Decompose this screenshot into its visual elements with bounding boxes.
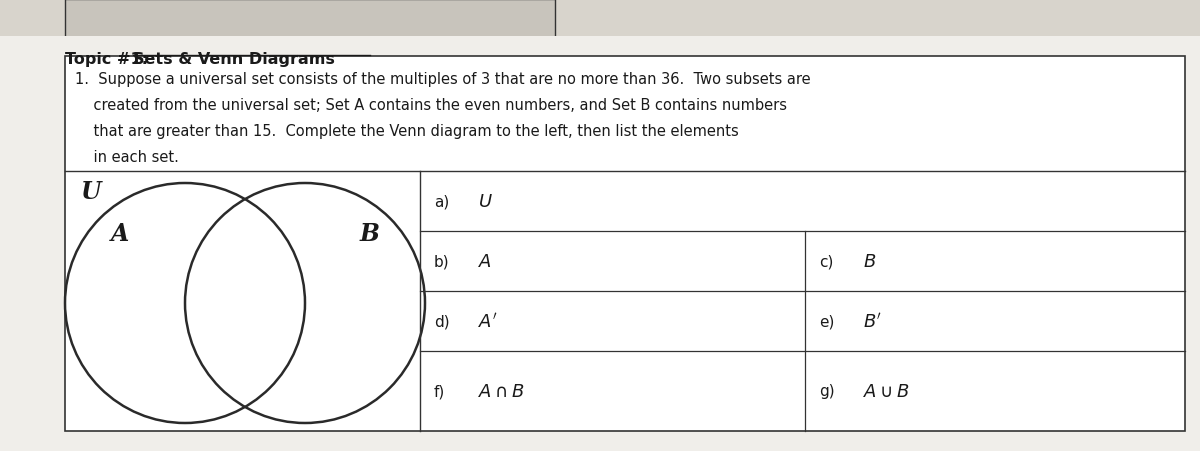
Text: e): e) <box>818 314 834 329</box>
Text: a): a) <box>434 194 449 209</box>
Text: $B'$: $B'$ <box>863 312 882 331</box>
Text: f): f) <box>434 384 445 399</box>
Text: in each set.: in each set. <box>74 150 179 165</box>
Text: $A \cup B$: $A \cup B$ <box>863 382 910 400</box>
Text: that are greater than 15.  Complete the Venn diagram to the left, then list the : that are greater than 15. Complete the V… <box>74 124 739 139</box>
Text: $U$: $U$ <box>478 193 493 211</box>
Text: created from the universal set; Set A contains the even numbers, and Set B conta: created from the universal set; Set A co… <box>74 98 787 113</box>
Text: $A \cap B$: $A \cap B$ <box>478 382 524 400</box>
Text: 1.  Suppose a universal set consists of the multiples of 3 that are no more than: 1. Suppose a universal set consists of t… <box>74 72 811 87</box>
Text: Topic #1:: Topic #1: <box>65 52 160 67</box>
Bar <box>65 57 1186 431</box>
Text: $A$: $A$ <box>478 253 492 271</box>
Text: A: A <box>110 221 130 245</box>
Text: c): c) <box>818 254 833 269</box>
Text: d): d) <box>434 314 450 329</box>
Text: U: U <box>80 179 101 203</box>
Text: $A'$: $A'$ <box>478 312 498 331</box>
Text: b): b) <box>434 254 450 269</box>
Bar <box>65 0 554 42</box>
Text: B: B <box>360 221 380 245</box>
Text: g): g) <box>818 384 835 399</box>
Text: Sets & Venn Diagrams: Sets & Venn Diagrams <box>133 52 335 67</box>
Text: $B$: $B$ <box>863 253 876 271</box>
